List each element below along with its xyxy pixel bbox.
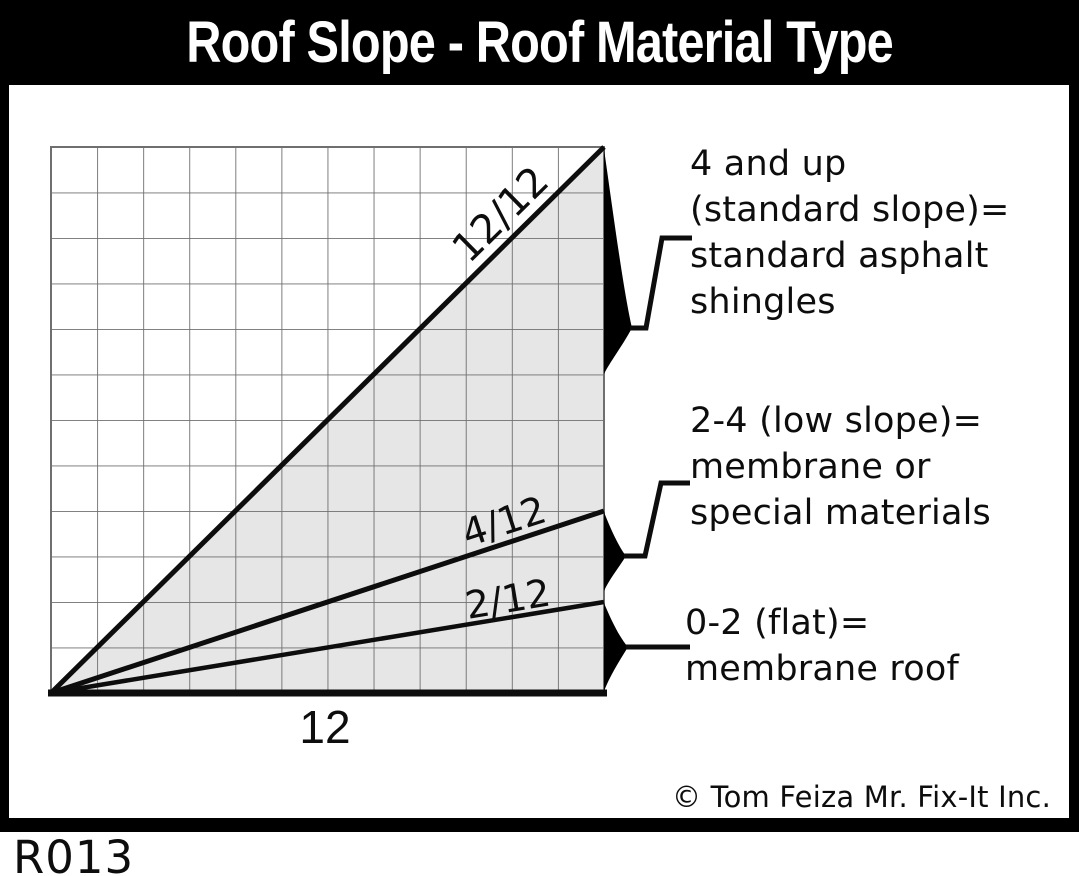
copyright-text: © Tom Feiza Mr. Fix-It Inc. [671,780,1051,814]
slope-line-2-12 [50,599,605,696]
slope-line-4-12 [50,508,605,696]
callout-text-low-slope: 2-4 (low slope)= membrane or special mat… [690,401,991,533]
callout-wedge-flat [604,603,628,691]
page-title: Roof Slope - Roof Material Type [186,10,893,75]
title-bar: Roof Slope - Roof Material Type [0,0,1079,85]
callout-text-flat: 0-2 (flat)= membrane roof [685,603,959,689]
leader-line-standard-slope [630,235,692,331]
callout-wedge-low-slope [604,512,626,591]
figure-id: R013 [13,831,135,876]
slope-line-12-12 [49,145,606,695]
callout-wedge-standard-slope [604,149,632,374]
run-label: 12 [299,701,351,753]
leader-line-low-slope [624,480,690,559]
callout-text-standard-slope: 4 and up (standard slope)= standard asph… [690,144,1010,322]
